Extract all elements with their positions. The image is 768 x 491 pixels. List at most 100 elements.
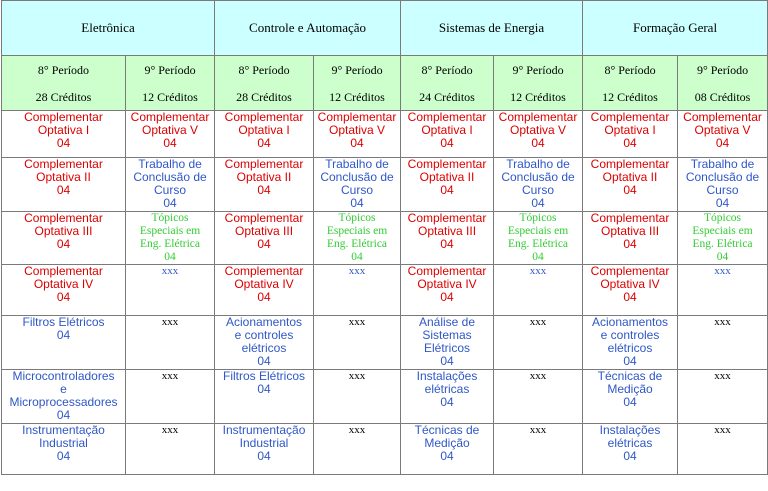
course-rows: Complementar Optativa I 04 Complementar Opta… — [1, 110, 768, 475]
course-cell-line: xxx — [714, 265, 731, 278]
course-cell-line: 04 — [440, 290, 454, 304]
course-cell-line: Tópicos — [338, 212, 376, 225]
course-cell-line: Optativa II — [602, 170, 658, 184]
course-cell: xxx — [677, 369, 768, 424]
course-cell: Complementar Optativa I 04 — [582, 110, 679, 158]
course-cell-line: Optativa IV — [417, 277, 477, 291]
period-name: 8° Período — [238, 62, 290, 77]
course-cell-line: 04 — [715, 136, 730, 150]
course-row: Instrumentação Industrial 04 xxx Instrumenta… — [1, 423, 768, 475]
course-row: Microcontroladores e Microprocessadores 04 x… — [1, 369, 768, 424]
course-cell: Acionamentos e controles elétricos 04 — [214, 315, 315, 370]
course-cell-line: Complementar — [224, 211, 304, 225]
course-cell-line: Complementar — [590, 211, 670, 225]
course-cell: Complementar Optativa V 04 — [124, 110, 216, 158]
course-row: Complementar Optativa III 04 Tópicos Especia… — [1, 211, 768, 265]
course-cell-line: Optativa II — [419, 170, 475, 184]
course-cell: Complementar Optativa II 04 — [400, 157, 495, 212]
course-cell-line: Especiais em — [507, 225, 569, 237]
course-cell-line: 04 — [56, 136, 71, 150]
period-header-cell: 8° Período 12 Créditos — [582, 55, 679, 111]
course-cell-line: Especiais em — [692, 225, 753, 237]
course-cell-line: Tópicos — [151, 212, 189, 225]
course-cell: Complementar Optativa V 04 — [493, 110, 584, 158]
course-cell-line: Instrumentação — [22, 423, 105, 437]
period-header-cell: 8° Período 28 Créditos — [1, 55, 126, 111]
course-cell-line: xxx — [348, 265, 366, 278]
course-cell: Trabalho de Conclusão de Curso 04 — [313, 157, 402, 212]
course-cell: Complementar Optativa IV 04 — [214, 264, 315, 316]
course-cell-line: xxx — [161, 424, 179, 437]
course-cell: Microcontroladores e Microprocessadores 04 — [1, 369, 126, 424]
course-cell-line: e controles — [234, 328, 294, 342]
course-cell-line: 04 — [531, 196, 545, 210]
course-cell: Filtros Elétricos 04 — [1, 315, 126, 370]
course-cell-line: Técnicas de — [414, 423, 480, 437]
course-cell: Tópicos Especiais em Eng. Elétrica 04 — [124, 211, 216, 265]
course-cell-line: Análise de — [418, 315, 476, 329]
course-cell-line: Microprocessadores — [9, 395, 118, 409]
course-cell-line: elétricos — [241, 341, 287, 355]
course-cell: xxx — [313, 315, 402, 370]
course-cell-line: Trabalho de — [325, 157, 389, 171]
course-cell-line: Optativa III — [235, 224, 294, 238]
course-cell: Instrumentação Industrial 04 — [214, 423, 315, 475]
course-cell-line: elétricos — [607, 341, 653, 355]
area-header-eletronica: Eletrônica — [0, 0, 216, 56]
period-header-cell: 8° Período 24 Créditos — [400, 55, 495, 111]
course-row: Complementar Optativa I 04 Complementar Opta… — [1, 110, 768, 158]
course-cell: Complementar Optativa II 04 — [1, 157, 126, 212]
course-cell-line: Complementar — [224, 157, 304, 171]
period-name: 9° Período — [512, 62, 564, 77]
course-row: Complementar Optativa IV 04 xxx Complementar… — [1, 264, 768, 316]
course-cell-line: Conclusão de — [320, 170, 394, 184]
course-cell-line: 04 — [623, 449, 637, 463]
course-cell-line: xxx — [161, 370, 179, 383]
course-cell-line: 04 — [56, 328, 71, 342]
course-cell-line: Industrial — [239, 436, 289, 450]
course-cell-line: Medição — [607, 382, 653, 396]
course-cell-line: 04 — [532, 251, 544, 263]
course-cell: xxx — [313, 423, 402, 475]
course-cell: Complementar Optativa I 04 — [214, 110, 315, 158]
course-cell-line: Complementar — [683, 110, 762, 124]
course-cell-line: Complementar — [407, 157, 487, 171]
course-cell-line: Especiais em — [139, 225, 201, 237]
course-cell: Complementar Optativa II 04 — [214, 157, 315, 212]
course-cell-line: xxx — [529, 265, 547, 278]
course-cell-line: Complementar — [590, 264, 670, 278]
course-cell-line: 04 — [440, 449, 454, 463]
course-cell-line: 04 — [257, 237, 271, 251]
course-cell-line: xxx — [348, 316, 366, 329]
area-header-sistemas-energia: Sistemas de Energia — [400, 0, 584, 56]
course-cell: Instrumentação Industrial 04 — [1, 423, 126, 475]
course-cell-line: xxx — [714, 370, 731, 383]
course-cell: xxx — [313, 264, 402, 316]
period-header-row: 8° Período 28 Créditos 9° Período 12 Crédi… — [1, 55, 768, 111]
period-name: 8° Período — [604, 62, 656, 77]
course-cell-line: Complementar — [317, 110, 397, 124]
period-credits: 12 Créditos — [510, 89, 566, 104]
course-cell-line: elétricas — [424, 382, 470, 396]
course-cell-line: xxx — [348, 370, 366, 383]
course-cell-line: Instalações — [599, 423, 661, 437]
period-header-cell: 8° Período 28 Créditos — [214, 55, 315, 111]
course-cell-line: 04 — [531, 136, 545, 150]
course-cell-line: Optativa V — [694, 123, 751, 137]
course-cell-line: xxx — [161, 265, 179, 278]
course-cell-line: Optativa I — [37, 123, 90, 137]
course-row: Complementar Optativa II 04 Trabalho de Conc… — [1, 157, 768, 212]
course-cell: Tópicos Especiais em Eng. Elétrica 04 — [677, 211, 768, 265]
course-cell-line: Complementar — [498, 110, 578, 124]
period-header-cell: 9° Período 12 Créditos — [493, 55, 584, 111]
period-credits: 28 Créditos — [236, 89, 292, 104]
course-cell-line: Optativa IV — [33, 277, 94, 291]
course-cell-line: Optativa IV — [600, 277, 660, 291]
course-cell-line: e — [60, 382, 67, 396]
course-cell-line: xxx — [529, 370, 547, 383]
course-cell-line: 04 — [440, 354, 454, 368]
area-header-formacao-geral: Formação Geral — [582, 0, 768, 56]
course-cell-line: Eng. Elétrica — [508, 238, 569, 250]
course-cell-line: 04 — [623, 237, 637, 251]
period-name: 8° Período — [37, 62, 90, 77]
